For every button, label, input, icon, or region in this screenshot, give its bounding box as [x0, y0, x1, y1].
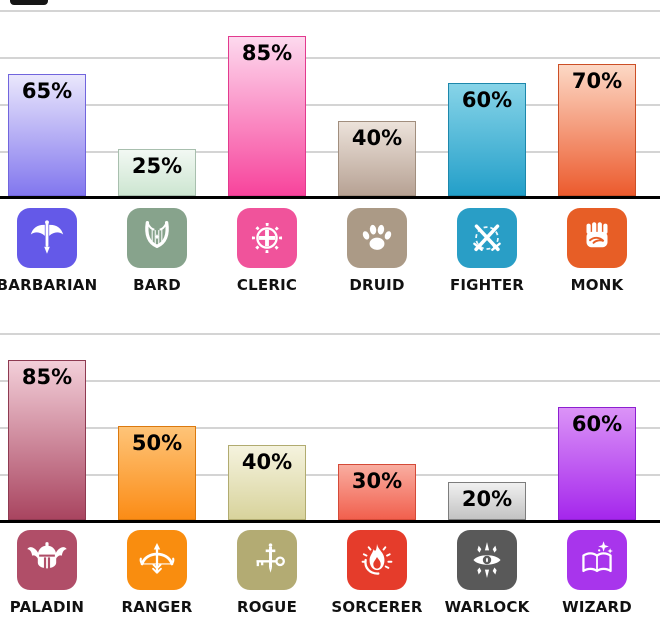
gridline	[0, 57, 660, 59]
bar-bard: 25%	[118, 149, 196, 196]
bar-value-label: 40%	[351, 126, 403, 150]
bar-value-label: 85%	[21, 365, 73, 389]
bar-wizard: 60%	[558, 407, 636, 520]
fighter-crossed-swords-icon	[457, 208, 517, 268]
warlock-label: WARLOCK	[444, 598, 530, 616]
bar-value-label: 60%	[461, 88, 513, 112]
rogue-label: ROGUE	[236, 598, 298, 616]
barbarian-label: BARBARIAN	[0, 276, 98, 294]
gridline	[0, 427, 660, 429]
gridline	[0, 10, 660, 12]
bar-barbarian: 65%	[8, 74, 86, 196]
sorcerer-label: SORCERER	[331, 598, 423, 616]
gridline	[0, 104, 660, 106]
fighter-label: FIGHTER	[449, 276, 525, 294]
x-axis-bottom-chart	[0, 520, 660, 523]
bar-monk: 70%	[558, 64, 636, 196]
gridline	[0, 151, 660, 153]
monk-label: MONK	[570, 276, 624, 294]
bard-lyre-icon	[127, 208, 187, 268]
warlock-eye-icon	[457, 530, 517, 590]
bar-cleric: 85%	[228, 36, 306, 196]
bard-label: BARD	[133, 276, 181, 294]
bar-value-label: 70%	[571, 69, 623, 93]
druid-label: DRUID	[349, 276, 405, 294]
ranger-label: RANGER	[121, 598, 193, 616]
sorcerer-flame-icon	[347, 530, 407, 590]
druid-paw-icon	[347, 208, 407, 268]
bar-warlock: 20%	[448, 482, 526, 520]
bar-value-label: 50%	[131, 431, 183, 455]
bar-chart-top: 65% 25% 85% 40% 60% 70%	[0, 0, 660, 196]
wizard-spellbook-icon	[567, 530, 627, 590]
cleric-cross-sunburst-icon	[237, 208, 297, 268]
gridline	[0, 380, 660, 382]
bar-ranger: 50%	[118, 426, 196, 520]
bar-value-label: 60%	[571, 412, 623, 436]
bar-value-label: 65%	[21, 79, 73, 103]
bar-chart-bottom: 85% 50% 40% 30% 20% 60%	[0, 324, 660, 520]
gridline	[0, 333, 660, 335]
bar-value-label: 30%	[351, 469, 403, 493]
cleric-label: CLERIC	[236, 276, 298, 294]
bar-value-label: 20%	[461, 487, 513, 511]
bar-paladin: 85%	[8, 360, 86, 520]
bar-druid: 40%	[338, 121, 416, 196]
bar-sorcerer: 30%	[338, 464, 416, 520]
rogue-dagger-key-icon	[237, 530, 297, 590]
ranger-bow-arrow-icon	[127, 530, 187, 590]
paladin-label: PALADIN	[9, 598, 85, 616]
x-axis-top-chart	[0, 196, 660, 199]
bar-rogue: 40%	[228, 445, 306, 520]
wizard-label: WIZARD	[562, 598, 632, 616]
gridline	[0, 474, 660, 476]
bar-value-label: 40%	[241, 450, 293, 474]
bar-value-label: 85%	[241, 41, 293, 65]
bar-value-label: 25%	[131, 154, 183, 178]
barbarian-battle-axe-icon	[17, 208, 77, 268]
paladin-winged-helmet-icon	[17, 530, 77, 590]
cropped-icon-remnant	[10, 0, 48, 5]
bar-fighter: 60%	[448, 83, 526, 196]
monk-fist-icon	[567, 208, 627, 268]
